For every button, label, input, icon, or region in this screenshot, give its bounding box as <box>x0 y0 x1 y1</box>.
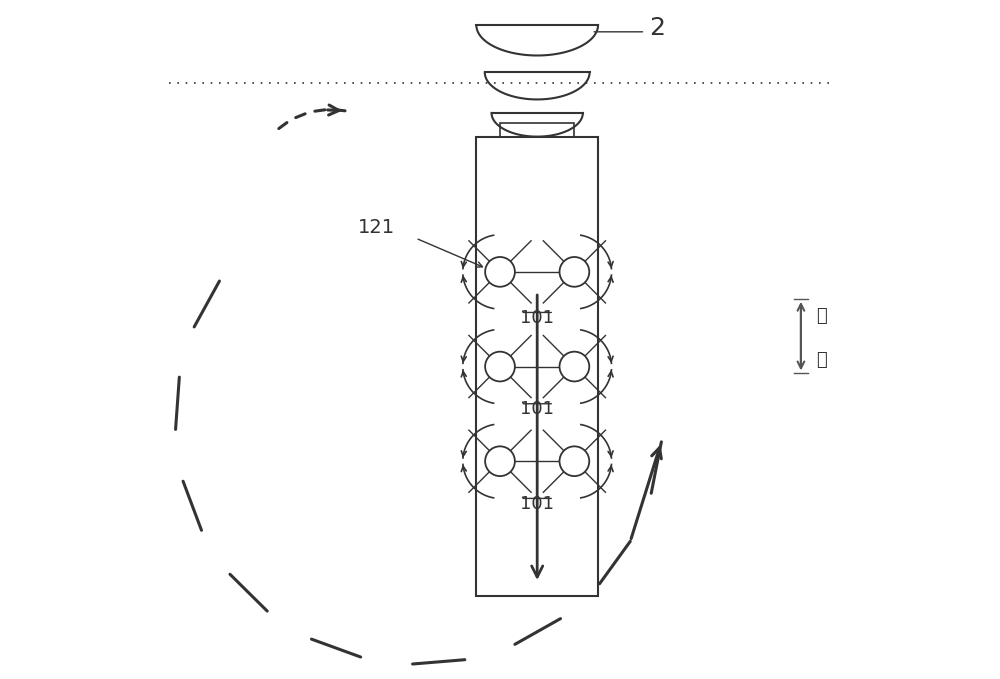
Circle shape <box>560 446 589 476</box>
Text: 下: 下 <box>816 351 827 369</box>
Circle shape <box>560 257 589 287</box>
Text: 2: 2 <box>649 16 665 41</box>
Bar <box>476 136 598 596</box>
Text: 101: 101 <box>520 495 554 513</box>
Circle shape <box>560 352 589 382</box>
Bar <box>500 123 574 153</box>
Text: 121: 121 <box>358 219 395 238</box>
Text: 101: 101 <box>520 309 554 327</box>
Circle shape <box>485 446 515 476</box>
Circle shape <box>485 352 515 382</box>
Text: 上: 上 <box>816 307 827 325</box>
Text: 101: 101 <box>520 401 554 418</box>
Circle shape <box>485 257 515 287</box>
